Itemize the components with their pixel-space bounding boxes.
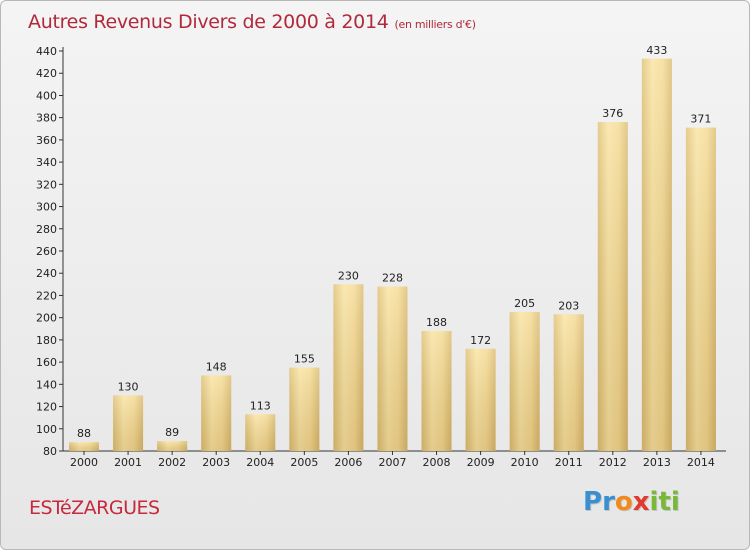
y-tick-label: 100 [36, 423, 57, 436]
bar-shade [685, 127, 716, 452]
data-label: 113 [250, 399, 271, 412]
y-tick-label: 240 [36, 267, 57, 280]
bars [69, 58, 716, 452]
chart-title-text: Autres Revenus Divers de 2000 à 2014 [28, 11, 389, 33]
y-tick-label: 420 [36, 67, 57, 80]
x-tick-label: 2012 [599, 456, 627, 469]
data-label: 433 [646, 44, 667, 57]
data-label: 88 [77, 427, 91, 440]
data-label: 172 [470, 334, 491, 347]
data-label: 188 [426, 316, 447, 329]
x-tick-label: 2009 [467, 456, 495, 469]
bar-shade [597, 122, 628, 451]
data-label: 205 [514, 297, 535, 310]
chart-subtitle: (en milliers d'€) [394, 18, 476, 31]
y-tick-label: 220 [36, 289, 57, 302]
chart-title: Autres Revenus Divers de 2000 à 2014 (en … [28, 11, 476, 33]
y-tick-label: 140 [36, 378, 57, 391]
commune-name: ESTéZARGUES [29, 497, 160, 519]
x-tick-label: 2006 [334, 456, 362, 469]
logo-letter: r [602, 487, 615, 517]
bar-shade [201, 375, 232, 451]
data-label: 203 [558, 299, 579, 312]
x-tick-label: 2010 [511, 456, 539, 469]
logo-letter: o [614, 487, 633, 517]
proxiti-logo: Proxiti [583, 487, 680, 517]
y-tick-label: 340 [36, 156, 57, 169]
y-tick-label: 360 [36, 134, 57, 147]
bar-shade [333, 284, 364, 451]
data-label: 155 [294, 353, 315, 366]
data-label: 130 [118, 380, 139, 393]
data-labels: 88 130 89 148 113 155 230 228 188 172 205 203 376 433… [77, 44, 711, 440]
data-label: 230 [338, 269, 359, 282]
x-tick-label: 2000 [70, 456, 98, 469]
data-label: 89 [165, 426, 179, 439]
y-tick-label: 280 [36, 223, 57, 236]
y-tick-label: 440 [36, 45, 57, 58]
y-tick-label: 260 [36, 245, 57, 258]
x-tick-label: 2014 [687, 456, 715, 469]
x-tick-label: 2007 [378, 456, 406, 469]
x-tick-label: 2008 [423, 456, 451, 469]
y-tick-label: 380 [36, 112, 57, 125]
x-tick-label: 2004 [246, 456, 274, 469]
logo-letter: i [649, 487, 659, 517]
logo-letter: P [583, 487, 603, 517]
logo-letter: t [658, 487, 671, 517]
bar-shade [157, 441, 188, 451]
y-tick-label: 320 [36, 178, 57, 191]
x-tick-label: 2003 [202, 456, 230, 469]
bar-shade [113, 395, 144, 451]
logo-letter: x [632, 487, 650, 517]
x-tick-label: 2011 [555, 456, 583, 469]
bar-shade [69, 442, 99, 451]
y-tick-label: 400 [36, 89, 57, 102]
bar-shade [465, 348, 496, 451]
bar-shade [553, 314, 584, 451]
logo-letter: i [670, 487, 680, 517]
data-label: 376 [602, 107, 623, 120]
y-tick-label: 80 [43, 445, 57, 458]
bar-shade [421, 331, 452, 451]
x-tick-label: 2005 [290, 456, 318, 469]
bar-shade [245, 414, 276, 451]
x-tick-label: 2013 [643, 456, 671, 469]
bar-shade [641, 58, 672, 452]
y-tick-label: 180 [36, 334, 57, 347]
bar-shade [289, 367, 320, 451]
bar-shade [509, 312, 540, 451]
x-tick-label: 2001 [114, 456, 142, 469]
bar-shade [377, 286, 408, 451]
x-tick-label: 2002 [158, 456, 186, 469]
data-label: 228 [382, 272, 403, 285]
y-tick-label: 200 [36, 312, 57, 325]
y-tick-label: 160 [36, 356, 57, 369]
data-label: 371 [690, 113, 711, 126]
y-tick-label: 120 [36, 401, 57, 414]
y-tick-label: 300 [36, 201, 57, 214]
data-label: 148 [206, 360, 227, 373]
